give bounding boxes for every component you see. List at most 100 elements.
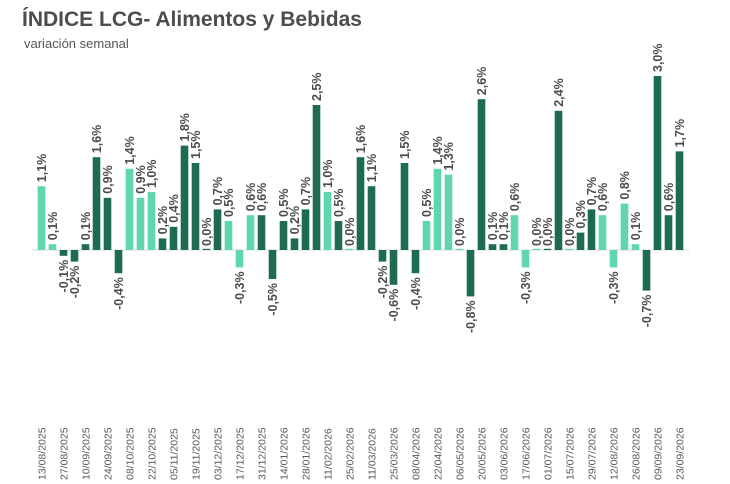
bar [81, 244, 90, 250]
value-label: -0,4% [112, 277, 126, 310]
bar [235, 250, 244, 268]
value-label: -0,8% [464, 300, 478, 333]
value-label: 0,1% [46, 212, 60, 241]
bar [565, 248, 574, 250]
value-label: 2,5% [310, 73, 324, 102]
value-label: 2,4% [552, 78, 566, 107]
x-tick-label: 22/10/2025 [147, 427, 159, 480]
x-tick-label: 12/08/2026 [609, 427, 621, 480]
value-label: -0,2% [376, 266, 390, 299]
bar [587, 209, 596, 250]
x-tick-label: 31/12/2025 [257, 427, 269, 480]
value-label: 0,3% [574, 200, 588, 229]
value-label: 0,8% [618, 171, 632, 200]
bar [576, 232, 585, 250]
x-axis-tick-labels: 13/08/2025 27/08/2025 10/09/2025 24/09/2025… [37, 427, 687, 480]
value-label: -0,2% [68, 266, 82, 299]
value-label: -0,7% [640, 295, 654, 328]
bar [378, 250, 387, 262]
x-tick-label: 19/11/2025 [191, 428, 203, 480]
value-label: 3,0% [651, 44, 665, 73]
value-label: 1,5% [189, 131, 203, 160]
x-tick-label: 24/09/2025 [103, 427, 115, 480]
value-label: 0,9% [134, 165, 148, 194]
chart-title: ÍNDICE LCG- Alimentos y Bebidas [22, 8, 362, 31]
value-label: 0,0% [563, 218, 577, 247]
value-label: 1,6% [90, 125, 104, 154]
x-tick-label: 17/12/2025 [235, 427, 247, 480]
x-tick-label: 14/01/2026 [279, 427, 291, 480]
bar [268, 250, 277, 279]
x-tick-label: 08/10/2025 [125, 427, 137, 480]
bars-group [37, 76, 684, 297]
value-label: 0,6% [662, 183, 676, 212]
bar [400, 163, 409, 250]
value-label: -0,6% [387, 289, 401, 322]
value-label: 1,7% [673, 119, 687, 148]
value-label: -0,3% [607, 271, 621, 304]
value-label: 0,1% [629, 212, 643, 241]
x-tick-label: 17/06/2026 [521, 427, 533, 480]
value-label: -0,5% [266, 283, 280, 316]
bar [532, 248, 541, 250]
bar [653, 76, 662, 250]
value-label: 0,7% [585, 177, 599, 206]
x-tick-label: 13/08/2025 [37, 427, 49, 480]
value-label: 1,0% [145, 160, 159, 189]
value-label: 0,1% [497, 212, 511, 241]
value-label: 0,0% [343, 218, 357, 247]
value-label: 1,1% [35, 154, 49, 183]
bar [455, 248, 464, 250]
bar [356, 157, 365, 250]
x-tick-label: 29/07/2026 [587, 427, 599, 480]
value-label: 0,6% [508, 183, 522, 212]
value-label: 0,5% [420, 189, 434, 218]
x-tick-label: 23/09/2026 [675, 427, 687, 480]
value-label: 1,1% [365, 154, 379, 183]
bar [411, 250, 420, 274]
bar [488, 244, 497, 250]
bar [301, 209, 310, 250]
bar [367, 186, 376, 250]
bar [554, 110, 563, 250]
bar [147, 192, 156, 250]
x-tick-label: 15/07/2026 [565, 427, 577, 480]
value-label: 1,4% [431, 136, 445, 165]
bar [433, 168, 442, 250]
value-label: -0,1% [57, 260, 71, 293]
value-label: 0,6% [244, 183, 258, 212]
value-label: 0,0% [541, 218, 555, 247]
value-label: 0,0% [530, 218, 544, 247]
value-label: 1,8% [178, 113, 192, 142]
bar [114, 250, 123, 274]
x-tick-label: 22/04/2026 [433, 427, 445, 480]
x-tick-label: 06/05/2026 [455, 427, 467, 480]
x-tick-label: 20/05/2026 [477, 427, 489, 480]
value-label: -0,3% [233, 271, 247, 304]
x-tick-label: 11/03/2026 [367, 428, 379, 480]
bar [202, 248, 211, 250]
value-label: 0,6% [596, 183, 610, 212]
value-label: 0,0% [453, 218, 467, 247]
value-label: 0,5% [222, 189, 236, 218]
chart-subtitle: variación semanal [24, 36, 129, 51]
bar [422, 221, 431, 250]
value-label: 0,5% [332, 189, 346, 218]
x-tick-label: 27/08/2025 [59, 427, 71, 480]
bar [191, 163, 200, 250]
x-tick-label: 08/04/2026 [411, 427, 423, 480]
bar [125, 168, 134, 250]
value-label: -0,4% [409, 277, 423, 310]
value-labels-group: 1,1%0,1%-0,1%-0,2%0,1%1,6%0,9%-0,4%1,4%0… [35, 44, 687, 334]
bar [389, 250, 398, 285]
bar [37, 186, 46, 250]
bar [631, 244, 640, 250]
x-tick-label: 01/07/2026 [543, 427, 555, 480]
bar [323, 192, 332, 250]
bar [477, 99, 486, 250]
value-label: 1,6% [354, 125, 368, 154]
value-label: -0,3% [519, 271, 533, 304]
value-label: 1,3% [442, 142, 456, 171]
bar [345, 248, 354, 250]
